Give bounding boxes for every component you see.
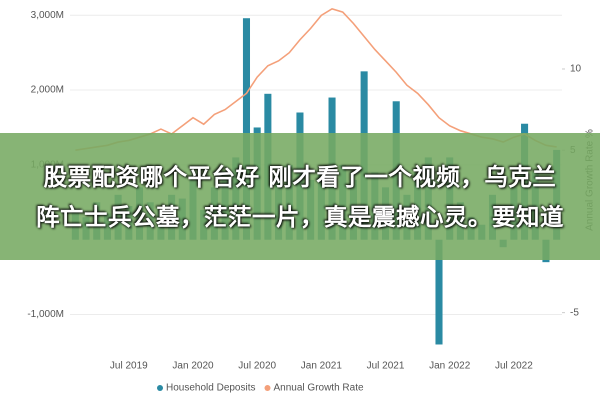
overlay-text: 股票配资哪个平台好 刚才看了一个视频，乌克兰 [43, 162, 557, 191]
y-tick-label: 3,000M [31, 10, 64, 21]
x-tick-label: Jul 2021 [367, 361, 405, 372]
overlay-text: 阵亡士兵公墓，茫茫一片，真是震撼心灵。要知道 [36, 202, 564, 231]
y-tick-label: -1,000M [27, 309, 64, 320]
legend-label: Annual Growth Rate [274, 383, 364, 394]
x-tick-label: Jul 2020 [238, 361, 276, 372]
bar [242, 18, 251, 240]
x-tick-label: Jan 2021 [301, 361, 343, 372]
y2-tick-label: 10 [570, 64, 582, 75]
x-tick-label: Jul 2019 [110, 361, 148, 372]
line [75, 8, 557, 151]
legend-marker [264, 385, 271, 391]
overlay-banner: 股票配资哪个平台好 刚才看了一个视频，乌克兰 阵亡士兵公墓，茫茫一片，真是震撼心… [0, 133, 600, 260]
x-tick-label: Jan 2020 [172, 361, 214, 372]
legend-label: Household Deposits [166, 383, 256, 394]
x-tick-label: Jul 2022 [495, 361, 533, 372]
x-tick-label: Jan 2022 [429, 361, 471, 372]
bar [435, 239, 443, 345]
y-tick-label: 2,000M [31, 85, 64, 96]
y2-tick-label: -5 [570, 307, 579, 318]
legend-marker [157, 385, 163, 391]
